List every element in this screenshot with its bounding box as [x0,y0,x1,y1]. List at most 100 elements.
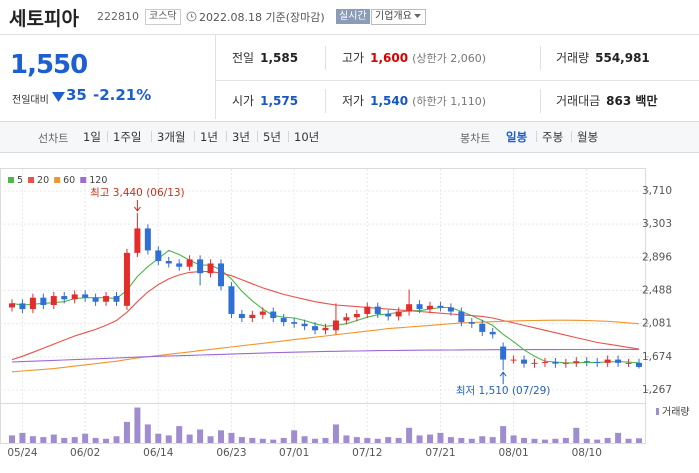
legend-label: 120 [89,175,107,186]
summary-note: (하한가 1,110) [412,95,486,108]
volume-bar [416,435,423,443]
tab-separator [194,131,195,142]
candle-body [71,294,78,300]
candle-body [625,362,632,364]
legend-swatch [80,177,87,183]
legend-swatch [28,177,35,183]
legend-label: 60 [63,175,75,186]
tab[interactable]: 10년 [294,130,320,144]
candle-body [40,297,47,306]
candle-body [259,311,266,315]
legend-label: 20 [37,175,49,186]
volume-bar [312,438,319,443]
volume-bar [573,427,580,443]
candle-body [19,303,26,310]
candle-body [176,263,183,267]
volume-bar [343,435,350,443]
candle-body [552,362,559,364]
y-tick-label: 3,710 [642,185,672,197]
high-arrow [134,199,141,212]
candle-body [541,362,548,364]
summary-value: 863 백만 [606,94,658,108]
tab-separator [536,131,537,142]
divider [325,46,326,70]
candle-body [197,259,204,274]
low-annotation: 최저 1,510 (07/29) [456,385,551,397]
candle-body [531,362,538,364]
tab[interactable]: 3개월 [157,130,186,144]
company-info[interactable]: 기업개요 [371,9,426,25]
candle-body [385,313,392,317]
tab[interactable]: 3년 [232,130,250,144]
summary-label: 시가 [232,94,255,108]
volume-bar [521,437,528,443]
divider [325,89,326,113]
candle-body [238,313,245,319]
candle-body [343,317,350,321]
volume-bar [40,437,47,443]
summary-label: 전일 [232,51,255,65]
volume-bar [531,438,538,443]
volume-legend-swatch [656,408,659,415]
tab[interactable]: 1주일 [113,130,142,144]
candle-body [301,323,308,327]
x-tick-label: 05/24 [7,447,38,459]
volume-bar [301,436,308,443]
low-arrow [499,371,507,385]
candle-body [353,313,360,318]
tab[interactable]: 5년 [263,130,281,144]
candle-body [134,228,141,253]
divider [215,80,699,81]
summary-cell: 저가 1,540 (하한가 1,110) [342,92,486,109]
down-arrow [52,92,65,102]
candle-body [489,331,496,335]
y-tick-label: 1,267 [642,384,672,396]
summary-value: 554,981 [595,51,650,65]
volume-bar [615,432,622,443]
summary-label: 거래대금 [556,94,601,108]
volume-bar [552,438,559,443]
change: 35 [66,86,87,104]
summary-label: 거래량 [556,51,590,65]
volume-bar [479,436,486,443]
realtime-badge[interactable]: 실시간 [336,9,370,24]
volume-bar [71,437,78,443]
market-badge: 코스닥 [145,9,181,25]
candle-body [92,297,99,302]
volume-bar [562,437,569,443]
candle-body [395,311,402,317]
tab[interactable]: 주봉 [542,130,564,144]
volume-bar [332,424,339,443]
x-tick-label: 06/23 [216,447,246,459]
clock-icon [186,11,197,22]
summary-cell: 고가 1,600 (상한가 2,060) [342,49,486,66]
volume-bar [270,439,277,443]
candle-body [427,305,433,310]
summary-cell: 거래량 554,981 [556,49,650,66]
volume-bar [489,437,496,443]
candle-body [447,307,454,312]
candle-body [144,228,151,251]
ma-line [11,271,640,361]
volume-bar [427,434,433,443]
candle-body [312,326,319,331]
candle-body [82,294,89,298]
volume-bar [207,436,214,443]
tab[interactable]: 1년 [200,130,218,144]
x-tick-label: 07/01 [279,447,309,459]
volume-bar [364,437,371,443]
tab-separator [107,131,108,142]
ma-line [11,319,640,373]
candle-body [29,297,36,310]
volume-bar [625,438,632,443]
volume-bar [541,439,548,443]
summary-note: (상한가 2,060) [412,52,486,65]
candle-body [249,314,256,319]
tab[interactable]: 일봉 [506,130,528,144]
tab[interactable]: 월봉 [577,130,599,144]
volume-bar [176,426,183,443]
x-tick-label: 07/12 [352,447,382,459]
x-tick-label: 08/01 [498,447,528,459]
volume-bar [186,434,193,443]
tab[interactable]: 1일 [83,130,101,144]
